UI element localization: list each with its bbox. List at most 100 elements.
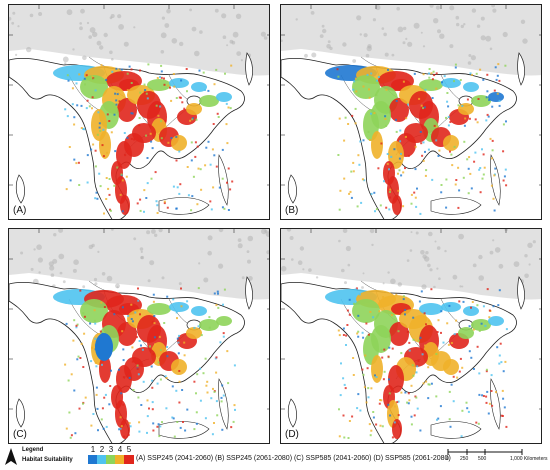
relief-dot — [189, 8, 193, 12]
suitability-pixel — [151, 321, 154, 324]
suitability-pixel — [146, 157, 149, 159]
suitability-pixel — [150, 177, 153, 180]
suitability-pixel — [416, 365, 419, 368]
suitability-pixel — [446, 92, 449, 94]
relief-dot — [49, 265, 55, 271]
suitability-pixel — [124, 154, 127, 157]
suitability-pixel — [147, 63, 150, 66]
relief-dot — [345, 245, 351, 252]
relief-dot — [140, 255, 145, 260]
suitability-pixel — [157, 114, 160, 117]
suitability-pixel — [356, 332, 359, 335]
suitability-pixel — [477, 98, 480, 100]
suitability-pixel — [205, 146, 208, 149]
suitability-pixel — [64, 363, 67, 366]
suitability-pixel — [347, 123, 350, 125]
suitability-pixel — [175, 159, 178, 162]
suitability-pixel — [227, 167, 230, 170]
suitability-pixel — [406, 330, 409, 333]
suitability-pixel — [68, 146, 71, 148]
suitability-pixel — [97, 429, 99, 432]
suitability-pixel — [445, 116, 447, 119]
suitability-pixel — [354, 122, 357, 125]
suitability-pixel — [134, 311, 137, 314]
suitability-pixel — [490, 374, 493, 377]
suitability-pixel — [181, 389, 184, 391]
suitability-pixel — [102, 155, 105, 158]
suitability-pixel — [453, 333, 456, 336]
suitability-pixel — [489, 137, 492, 140]
relief-dot — [247, 235, 254, 242]
relief-dot — [94, 282, 98, 286]
suitability-pixel — [193, 380, 196, 383]
suitability-pixel — [178, 150, 181, 153]
suitability-pixel — [146, 182, 149, 185]
suitability-pixel — [208, 316, 211, 319]
suitability-pixel — [105, 78, 108, 81]
suitability-pixel — [488, 99, 491, 101]
suitability-pixel — [471, 301, 474, 303]
relief-dot — [64, 62, 67, 65]
legend-swatch-5 — [124, 455, 134, 464]
suitability-pixel — [361, 368, 364, 371]
suitability-pixel — [364, 354, 367, 357]
highland-relief — [9, 229, 269, 300]
suitability-pixel — [440, 331, 442, 334]
suitability-pixel — [163, 200, 166, 203]
suitability-pixel — [475, 421, 478, 424]
suitability-pixel — [138, 421, 141, 424]
suitability-pixel — [413, 72, 416, 75]
suitability-pixel — [160, 70, 163, 73]
suitability-pixel — [139, 209, 142, 212]
suitability-pixel — [116, 166, 119, 169]
suitability-pixel — [101, 407, 104, 410]
suitability-pixel — [212, 123, 215, 125]
suitability-pixel — [178, 334, 180, 337]
suitability-pixel — [179, 183, 182, 186]
suitability-pixel — [159, 349, 162, 352]
suitability-pixel — [66, 74, 69, 77]
relief-dot — [492, 239, 495, 242]
suitability-pixel — [153, 315, 156, 317]
island-sri-lanka — [15, 174, 25, 204]
suitability-pixel — [391, 347, 394, 350]
relief-dot — [375, 5, 381, 11]
suitability-pixel — [120, 392, 123, 395]
suitability-pixel — [156, 204, 159, 207]
suitability-pixel — [205, 384, 208, 387]
scale-bar — [447, 449, 523, 455]
suitability-pixel — [229, 107, 232, 110]
panel-label-d: (D) — [285, 429, 299, 440]
suitability-pixel — [355, 287, 358, 290]
suitability-pixel — [412, 374, 415, 377]
suitability-pixel — [500, 414, 503, 417]
suitability-pixel — [94, 165, 97, 168]
relief-dot — [289, 236, 294, 240]
country-border — [168, 74, 188, 100]
suitability-pixel — [479, 167, 482, 169]
suitability-pixel — [472, 328, 475, 331]
suitability-pixel — [78, 184, 81, 186]
suitability-pixel — [197, 167, 200, 170]
suitability-pixel — [436, 331, 439, 333]
suitability-pixel — [431, 178, 434, 181]
suitability-pixel — [343, 177, 346, 180]
suitability-pixel — [84, 396, 87, 399]
relief-dot — [356, 15, 362, 21]
suitability-pixel — [466, 158, 469, 161]
suitability-pixel — [158, 335, 161, 338]
relief-dot — [178, 282, 182, 286]
suitability-pixel — [375, 376, 378, 378]
relief-dot — [30, 267, 34, 271]
suitability-pixel — [481, 177, 484, 180]
suitability-pixel — [357, 154, 360, 157]
suitability-pixel — [172, 298, 175, 301]
suitability-patch — [443, 135, 459, 151]
relief-dot — [476, 24, 481, 28]
suitability-pixel — [85, 107, 88, 110]
suitability-pixel — [121, 179, 124, 182]
suitability-pixel — [343, 139, 346, 142]
suitability-pixel — [160, 76, 163, 79]
suitability-pixel — [94, 89, 97, 92]
suitability-pixel — [193, 326, 196, 329]
